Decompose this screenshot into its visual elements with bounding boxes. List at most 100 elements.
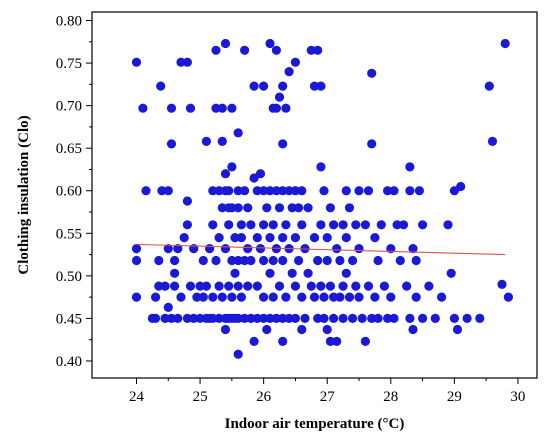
data-point bbox=[198, 292, 208, 302]
data-point bbox=[224, 281, 234, 291]
data-point bbox=[351, 281, 361, 291]
data-point bbox=[475, 313, 485, 323]
data-point bbox=[208, 220, 218, 230]
data-point bbox=[370, 233, 380, 243]
data-point bbox=[265, 313, 275, 323]
data-point bbox=[297, 186, 307, 196]
data-point bbox=[363, 281, 374, 291]
data-point bbox=[233, 186, 243, 196]
data-point bbox=[233, 255, 243, 266]
data-point bbox=[259, 313, 269, 323]
data-point bbox=[271, 186, 281, 196]
y-tick-label: 0.60 bbox=[56, 184, 82, 200]
data-point bbox=[278, 233, 288, 243]
data-point bbox=[398, 220, 409, 230]
plot-frame bbox=[91, 11, 538, 379]
data-point bbox=[233, 128, 243, 138]
data-point bbox=[185, 103, 196, 113]
data-point bbox=[131, 255, 142, 266]
data-point bbox=[252, 186, 262, 196]
data-point bbox=[166, 139, 177, 149]
data-point bbox=[166, 313, 177, 323]
data-point bbox=[284, 313, 294, 323]
trendline bbox=[136, 243, 506, 256]
data-point bbox=[265, 186, 275, 196]
data-point bbox=[446, 268, 456, 278]
data-point bbox=[182, 196, 192, 206]
data-point bbox=[227, 292, 237, 302]
data-point bbox=[373, 255, 383, 266]
data-point bbox=[437, 292, 447, 302]
data-point bbox=[259, 186, 269, 196]
data-point bbox=[220, 169, 231, 179]
data-point bbox=[214, 281, 224, 291]
data-point bbox=[240, 313, 250, 323]
x-tick-label: 26 bbox=[256, 389, 272, 405]
data-point bbox=[329, 220, 339, 230]
data-point bbox=[290, 313, 300, 323]
data-point bbox=[294, 255, 304, 266]
data-point bbox=[284, 186, 294, 196]
data-point bbox=[224, 186, 234, 196]
data-points bbox=[131, 38, 513, 359]
y-axis-title: Clothing insulation (Clo) bbox=[16, 115, 32, 274]
data-point bbox=[313, 45, 323, 55]
data-point bbox=[259, 292, 269, 302]
data-point bbox=[233, 349, 243, 359]
data-point bbox=[236, 220, 246, 230]
y-tick-label: 0.80 bbox=[56, 14, 82, 30]
data-point bbox=[195, 313, 205, 323]
data-point bbox=[243, 203, 253, 213]
data-point bbox=[227, 255, 237, 266]
data-point bbox=[173, 244, 183, 254]
data-point bbox=[271, 103, 281, 113]
data-point bbox=[303, 268, 313, 278]
data-point bbox=[262, 324, 272, 335]
data-point bbox=[383, 313, 393, 323]
data-point bbox=[367, 68, 377, 78]
data-point bbox=[325, 336, 335, 346]
data-point bbox=[274, 203, 285, 213]
data-point bbox=[360, 336, 370, 346]
data-point bbox=[443, 220, 453, 230]
data-point bbox=[249, 336, 259, 346]
data-point bbox=[268, 292, 278, 302]
data-point bbox=[414, 186, 424, 196]
data-point bbox=[236, 292, 246, 302]
data-point bbox=[185, 281, 196, 291]
data-point bbox=[220, 38, 231, 49]
data-point bbox=[313, 255, 323, 266]
data-point bbox=[220, 324, 231, 335]
data-point bbox=[255, 244, 266, 254]
data-point bbox=[268, 220, 278, 230]
data-point bbox=[405, 186, 415, 196]
y-tick-label: 0.50 bbox=[56, 269, 82, 285]
data-point bbox=[154, 281, 164, 291]
data-point bbox=[246, 255, 256, 266]
x-tick-label: 24 bbox=[129, 389, 145, 405]
data-point bbox=[236, 233, 246, 243]
data-point bbox=[383, 186, 393, 196]
data-point bbox=[274, 92, 285, 102]
data-point bbox=[452, 324, 463, 335]
data-point bbox=[344, 292, 355, 302]
data-point bbox=[157, 186, 167, 196]
data-point bbox=[456, 181, 466, 192]
data-point bbox=[227, 103, 237, 113]
data-point bbox=[230, 233, 240, 243]
data-point bbox=[319, 313, 329, 323]
y-tick-label: 0.70 bbox=[56, 99, 82, 115]
data-point bbox=[306, 45, 316, 55]
data-point bbox=[290, 186, 300, 196]
data-point bbox=[322, 255, 332, 266]
data-point bbox=[309, 233, 320, 243]
data-point bbox=[344, 203, 355, 213]
data-point bbox=[354, 244, 364, 254]
data-point bbox=[160, 281, 170, 291]
data-point bbox=[354, 186, 364, 196]
x-axis-ticks: 24 25 26 27 28 29 30 bbox=[129, 378, 525, 405]
data-point bbox=[259, 81, 269, 91]
x-tick-label: 28 bbox=[383, 389, 398, 405]
data-point bbox=[274, 281, 285, 291]
data-point bbox=[290, 281, 300, 291]
